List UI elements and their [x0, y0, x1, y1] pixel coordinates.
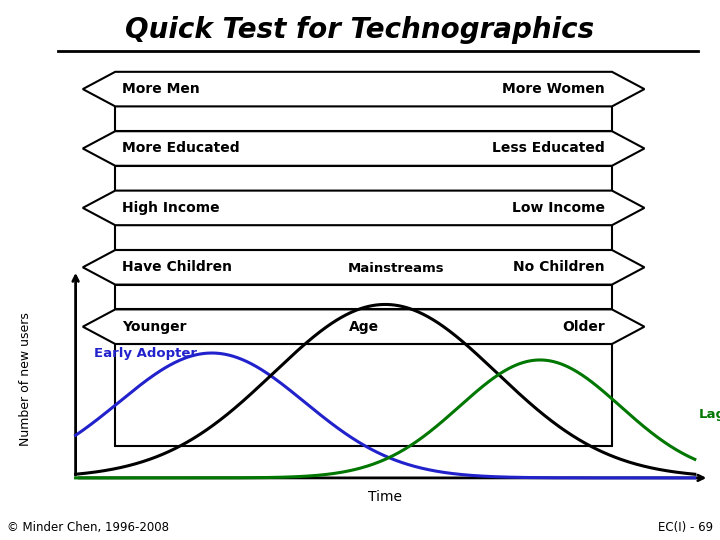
Text: Have Children: Have Children — [122, 260, 233, 274]
Text: Mainstreams: Mainstreams — [348, 262, 445, 275]
Text: Older: Older — [562, 320, 605, 334]
Text: No Children: No Children — [513, 260, 605, 274]
Text: Laggards: Laggards — [698, 408, 720, 421]
Polygon shape — [115, 285, 612, 309]
Text: © Minder Chen, 1996-2008: © Minder Chen, 1996-2008 — [7, 521, 169, 534]
Text: Quick Test for Technographics: Quick Test for Technographics — [125, 16, 595, 44]
Polygon shape — [83, 191, 644, 225]
Polygon shape — [115, 344, 612, 446]
Text: Low Income: Low Income — [512, 201, 605, 215]
Text: More Women: More Women — [502, 82, 605, 96]
Text: Number of new users: Number of new users — [19, 313, 32, 446]
Text: EC(I) - 69: EC(I) - 69 — [657, 521, 713, 534]
Text: Less Educated: Less Educated — [492, 141, 605, 156]
Text: Time: Time — [368, 490, 402, 504]
Text: More Educated: More Educated — [122, 141, 240, 156]
Text: More Men: More Men — [122, 82, 200, 96]
Polygon shape — [115, 106, 612, 131]
Polygon shape — [83, 131, 644, 166]
Text: High Income: High Income — [122, 201, 220, 215]
Polygon shape — [115, 225, 612, 250]
Text: Age: Age — [348, 320, 379, 334]
Polygon shape — [83, 309, 644, 344]
Text: Early Adopter: Early Adopter — [94, 347, 197, 360]
Polygon shape — [115, 166, 612, 191]
Polygon shape — [83, 250, 644, 285]
Polygon shape — [83, 72, 644, 106]
Text: Younger: Younger — [122, 320, 187, 334]
